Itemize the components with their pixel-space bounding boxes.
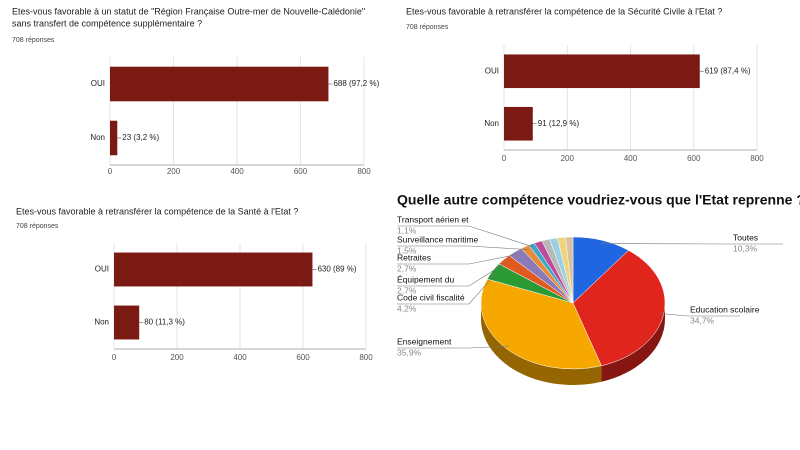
- x-tick-label: 200: [561, 154, 575, 163]
- bar: [110, 66, 329, 102]
- slice-label: Surveillance maritime: [397, 234, 479, 244]
- y-tick-label: Non: [90, 133, 105, 142]
- slice-value: 2,7%: [397, 263, 417, 273]
- chart-title: Etes-vous favorable à retransférer la co…: [16, 206, 298, 216]
- slice-value: 4,2%: [397, 303, 417, 313]
- x-tick-label: 800: [357, 167, 371, 176]
- x-tick-label: 800: [750, 154, 764, 163]
- chart-title: sans transfert de compétence supplémenta…: [12, 18, 202, 28]
- x-tick-label: 600: [296, 353, 310, 362]
- subtitle: 708 réponses: [12, 37, 55, 44]
- y-tick-label: Non: [484, 119, 499, 128]
- leader-line: [397, 261, 508, 287]
- bar: [504, 54, 700, 89]
- slice-value: 1,5%: [397, 245, 417, 255]
- slice-side: [601, 303, 665, 382]
- bar: [114, 305, 140, 340]
- data-label: 23 (3,2 %): [122, 133, 159, 142]
- x-tick-label: 400: [233, 353, 247, 362]
- slice-label: Retraites: [397, 252, 431, 262]
- slice-value: 1,1%: [397, 225, 417, 235]
- x-tick-label: 0: [108, 167, 113, 176]
- slice-value: 35,9%: [397, 347, 422, 357]
- y-tick-label: OUI: [91, 79, 105, 88]
- bar: [114, 252, 313, 287]
- data-label: 619 (87,4 %): [705, 66, 751, 75]
- leader-line: [659, 313, 740, 317]
- data-label: 91 (12,9 %): [538, 119, 580, 128]
- leader-line: [397, 225, 534, 248]
- x-tick-label: 200: [167, 167, 181, 176]
- leader-line: [397, 345, 510, 349]
- x-tick-label: 0: [112, 353, 117, 362]
- slice-label: Code civil fiscalité: [397, 292, 465, 302]
- slice-value: 34,7%: [690, 315, 715, 325]
- y-tick-label: OUI: [95, 265, 109, 274]
- leader-line: [397, 272, 497, 305]
- x-tick-label: 800: [359, 353, 373, 362]
- slice-value: 2,7%: [397, 285, 417, 295]
- slice-label: Équipement du: [397, 274, 454, 284]
- x-tick-label: 200: [170, 353, 184, 362]
- leader-line: [397, 254, 518, 265]
- slice-label: Enseignement: [397, 336, 452, 346]
- data-label: 688 (97,2 %): [333, 79, 379, 88]
- y-tick-label: OUI: [485, 66, 499, 75]
- subtitle: 708 réponses: [406, 24, 449, 31]
- pie-slice: [565, 236, 574, 304]
- chart-title: Etes-vous favorable à retransférer la co…: [406, 6, 722, 16]
- slice-value: 10,3%: [733, 243, 758, 253]
- subtitle: 708 réponses: [16, 223, 59, 230]
- chart-title: Etes-vous favorable à un statut de "Régi…: [12, 6, 365, 16]
- data-label: 80 (11,3 %): [144, 318, 185, 327]
- x-tick-label: 400: [624, 154, 638, 163]
- x-tick-label: 0: [502, 154, 507, 163]
- y-tick-label: Non: [94, 318, 109, 327]
- slice-label: Transport aérien et: [397, 214, 469, 224]
- x-tick-label: 400: [230, 167, 244, 176]
- slice-label: Education scolaire: [690, 304, 760, 314]
- leader-line: [397, 245, 528, 250]
- chart-title: Quelle autre compétence voudriez-vous qu…: [397, 192, 800, 208]
- slice-label: Toutes: [733, 232, 758, 242]
- pie-slice: [480, 278, 602, 370]
- bar: [110, 120, 118, 156]
- slice-side: [481, 303, 602, 386]
- x-tick-label: 600: [687, 154, 701, 163]
- data-label: 630 (89 %): [317, 265, 356, 274]
- x-tick-label: 600: [294, 167, 308, 176]
- bar: [504, 106, 533, 141]
